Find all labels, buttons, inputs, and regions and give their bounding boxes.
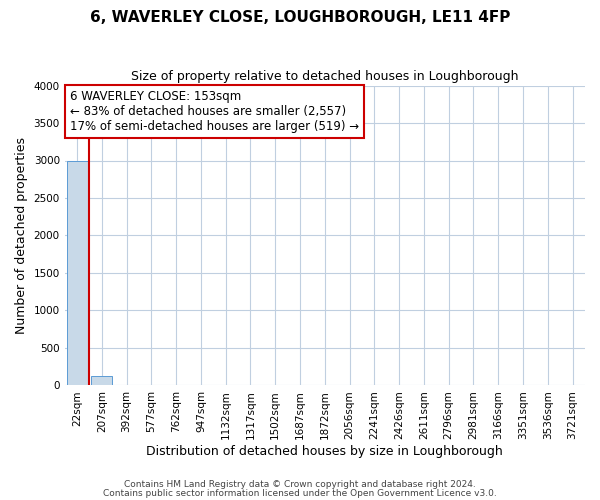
Text: Contains public sector information licensed under the Open Government Licence v3: Contains public sector information licen…: [103, 488, 497, 498]
Y-axis label: Number of detached properties: Number of detached properties: [15, 137, 28, 334]
Text: Contains HM Land Registry data © Crown copyright and database right 2024.: Contains HM Land Registry data © Crown c…: [124, 480, 476, 489]
Text: 6 WAVERLEY CLOSE: 153sqm
← 83% of detached houses are smaller (2,557)
17% of sem: 6 WAVERLEY CLOSE: 153sqm ← 83% of detach…: [70, 90, 359, 133]
Bar: [91, 376, 112, 386]
Title: Size of property relative to detached houses in Loughborough: Size of property relative to detached ho…: [131, 70, 518, 83]
Text: 6, WAVERLEY CLOSE, LOUGHBOROUGH, LE11 4FP: 6, WAVERLEY CLOSE, LOUGHBOROUGH, LE11 4F…: [90, 10, 510, 25]
Bar: [67, 160, 88, 386]
X-axis label: Distribution of detached houses by size in Loughborough: Distribution of detached houses by size …: [146, 444, 503, 458]
